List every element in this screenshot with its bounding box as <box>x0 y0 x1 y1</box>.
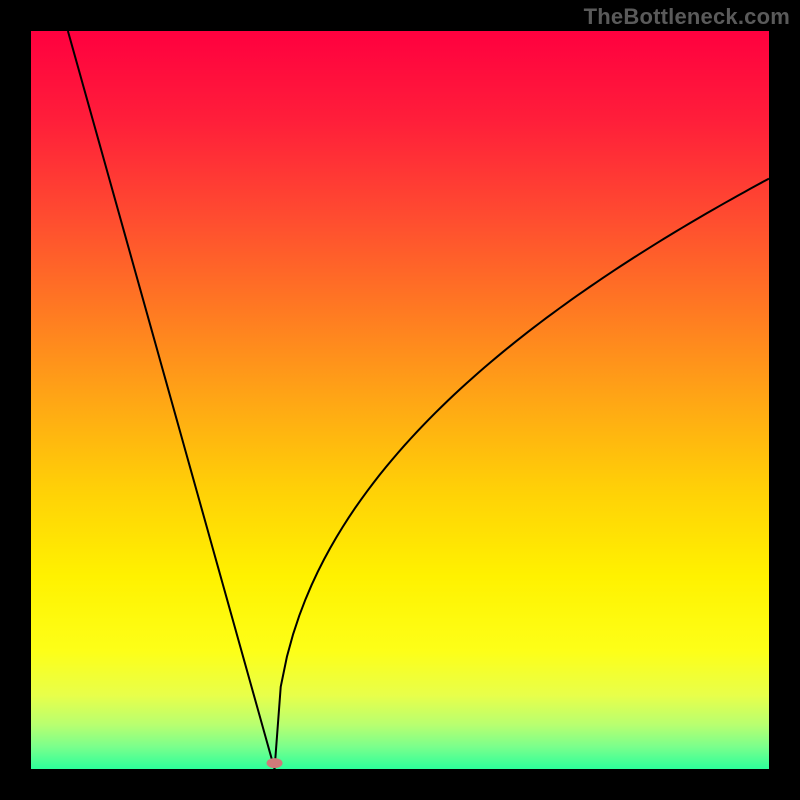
bottleneck-chart <box>0 0 800 800</box>
optimal-point-marker <box>267 758 283 768</box>
watermark-text: TheBottleneck.com <box>584 4 790 30</box>
plot-gradient-background <box>31 31 769 769</box>
